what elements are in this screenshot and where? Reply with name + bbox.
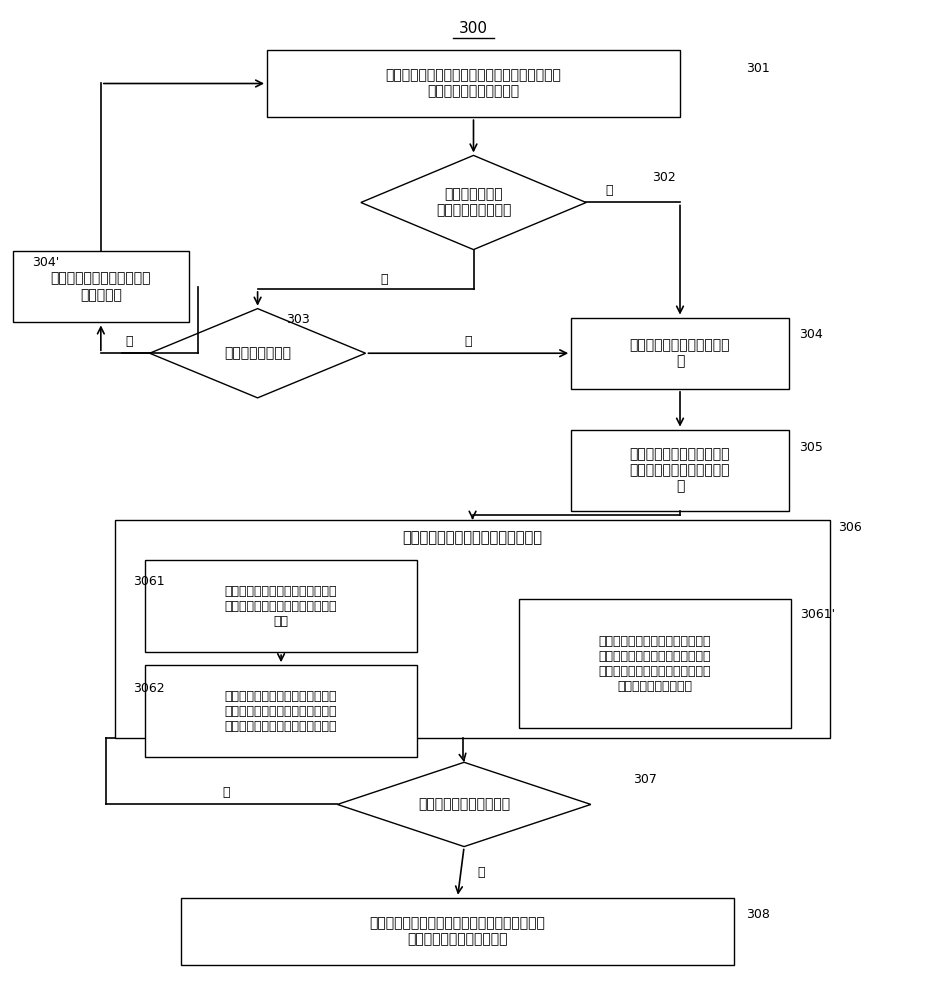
Bar bbox=[145, 665, 418, 757]
Text: 300: 300 bbox=[459, 21, 488, 36]
Text: 304': 304' bbox=[32, 255, 60, 268]
Bar bbox=[519, 599, 791, 728]
Text: 从存储器中获取未执行任务以及与所获取的未执
行任务相关的自定义任务: 从存储器中获取未执行任务以及与所获取的未执 行任务相关的自定义任务 bbox=[385, 68, 562, 99]
Polygon shape bbox=[361, 155, 586, 250]
Text: 所获取的未执行
任务存在前置条件？: 所获取的未执行 任务存在前置条件？ bbox=[436, 187, 511, 218]
Text: 3062: 3062 bbox=[133, 682, 165, 695]
Bar bbox=[571, 430, 789, 511]
Polygon shape bbox=[150, 309, 366, 398]
Text: 305: 305 bbox=[799, 441, 823, 454]
Text: 执行状态满足预设条件？: 执行状态满足预设条件？ bbox=[418, 797, 510, 811]
Text: 响应于接收到所选取的任务执行服
务器每间隔预设第二时间段发送的
执行状态报告消息，监测所获取的
未执行任务的执行状态: 响应于接收到所选取的任务执行服 务器每间隔预设第二时间段发送的 执行状态报告消息… bbox=[599, 635, 711, 693]
Text: 确定各任务执行服务器的负
载: 确定各任务执行服务器的负 载 bbox=[630, 338, 730, 368]
Text: 3061: 3061 bbox=[133, 575, 165, 588]
Text: 将所获取的未执行任务分配
给负载最小的任务执行服务
器: 将所获取的未执行任务分配 给负载最小的任务执行服务 器 bbox=[630, 447, 730, 493]
Text: 308: 308 bbox=[745, 908, 770, 921]
Text: 前置条件已满足？: 前置条件已满足？ bbox=[224, 346, 291, 360]
Bar bbox=[181, 898, 735, 965]
Text: 否: 否 bbox=[606, 184, 614, 197]
Text: 否: 否 bbox=[223, 786, 230, 799]
Text: 将所获取的未执行任务放入
缓冲队列中: 将所获取的未执行任务放入 缓冲队列中 bbox=[50, 272, 152, 302]
Polygon shape bbox=[337, 762, 591, 847]
Text: 每间隔第一预设时间段向所选取的
任务执行服务器发送执行状态询问
消息: 每间隔第一预设时间段向所选取的 任务执行服务器发送执行状态询问 消息 bbox=[224, 585, 337, 628]
Text: 302: 302 bbox=[652, 171, 675, 184]
Text: 307: 307 bbox=[634, 773, 657, 786]
Text: 301: 301 bbox=[745, 62, 770, 75]
Bar bbox=[145, 560, 418, 652]
Text: 303: 303 bbox=[286, 313, 310, 326]
Text: 是: 是 bbox=[477, 866, 485, 879]
Bar bbox=[267, 50, 680, 117]
Text: 否: 否 bbox=[125, 335, 133, 348]
Text: 监测所获取的未执行任务的执行状态: 监测所获取的未执行任务的执行状态 bbox=[402, 530, 543, 545]
Text: 是: 是 bbox=[465, 335, 473, 348]
Text: 304: 304 bbox=[799, 328, 823, 341]
Text: 是: 是 bbox=[381, 273, 388, 286]
Text: 响应于接收到所选取的任务执行服
务器返回的执行状态应答消息，监
测所获取的未执行任务的执行状态: 响应于接收到所选取的任务执行服 务器返回的执行状态应答消息，监 测所获取的未执行… bbox=[224, 690, 337, 733]
Bar bbox=[571, 318, 789, 389]
Text: 将与所获取的未执行任务相关的自定义任务分配
给所选取的任务执行服务器: 将与所获取的未执行任务相关的自定义任务分配 给所选取的任务执行服务器 bbox=[369, 916, 545, 946]
Bar bbox=[115, 520, 831, 738]
Text: 306: 306 bbox=[838, 521, 862, 534]
Bar bbox=[12, 251, 189, 322]
Text: 3061': 3061' bbox=[800, 608, 835, 621]
